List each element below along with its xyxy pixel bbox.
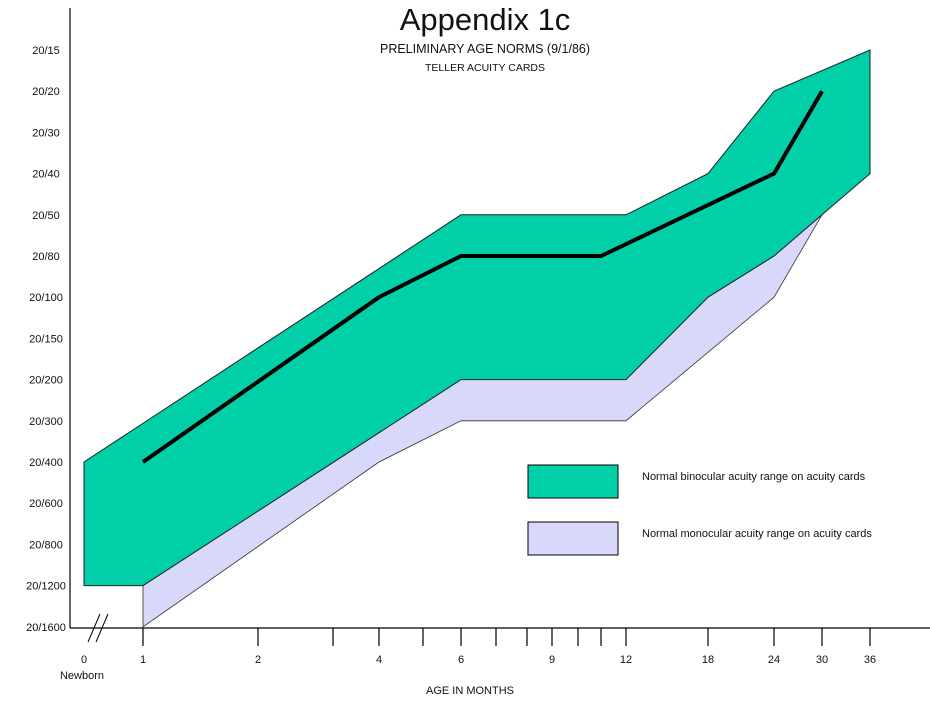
x-sublabel-newborn: Newborn (60, 670, 104, 682)
y-tick-label: 20/40 (32, 169, 60, 181)
x-tick-label: 24 (768, 654, 780, 666)
y-tick-label: 20/300 (29, 416, 63, 428)
chart-title: Appendix 1c (399, 2, 571, 37)
legend-swatch-monocular (527, 521, 619, 556)
legend-label-monocular: Normal monocular acuity range on acuity … (642, 528, 872, 540)
axis-break-mark (87, 613, 101, 643)
x-tick-label: 30 (816, 654, 828, 666)
x-tick-label: 12 (620, 654, 632, 666)
x-tick-label: 0 (81, 654, 87, 666)
y-tick-label: 20/15 (32, 45, 60, 57)
x-tick-label: 4 (376, 654, 382, 666)
y-tick-label: 20/400 (29, 457, 63, 469)
y-tick-label: 20/150 (29, 333, 63, 345)
y-tick-label: 20/80 (32, 251, 60, 263)
x-axis-label: AGE IN MONTHS (426, 685, 514, 697)
legend-swatch-binocular (527, 464, 619, 499)
mean-acuity-line (141, 90, 824, 464)
x-tick-label: 18 (702, 654, 714, 666)
axis-break-mark (95, 613, 109, 643)
x-tick-label: 36 (864, 654, 876, 666)
y-tick-label: 20/50 (32, 210, 60, 222)
y-tick-label: 20/1600 (26, 622, 66, 634)
binocular-range-area (83, 49, 871, 587)
y-tick-label: 20/20 (32, 86, 60, 98)
chart-subtitle: PRELIMINARY AGE NORMS (9/1/86) (379, 42, 591, 56)
x-tick-label: 2 (255, 654, 261, 666)
legend-label-binocular: Normal binocular acuity range on acuity … (642, 471, 866, 483)
x-tick-label: 9 (549, 654, 555, 666)
y-tick-label: 20/200 (29, 375, 63, 387)
chart-subtitle-secondary: TELLER ACUITY CARDS (424, 62, 545, 74)
y-tick-label: 20/600 (29, 498, 63, 510)
y-tick-label: 20/1200 (26, 581, 66, 593)
y-tick-label: 20/30 (32, 127, 60, 139)
x-tick-label: 6 (458, 654, 464, 666)
x-tick-label: 1 (140, 654, 146, 666)
y-tick-label: 20/800 (29, 539, 63, 551)
y-tick-label: 20/100 (29, 292, 63, 304)
